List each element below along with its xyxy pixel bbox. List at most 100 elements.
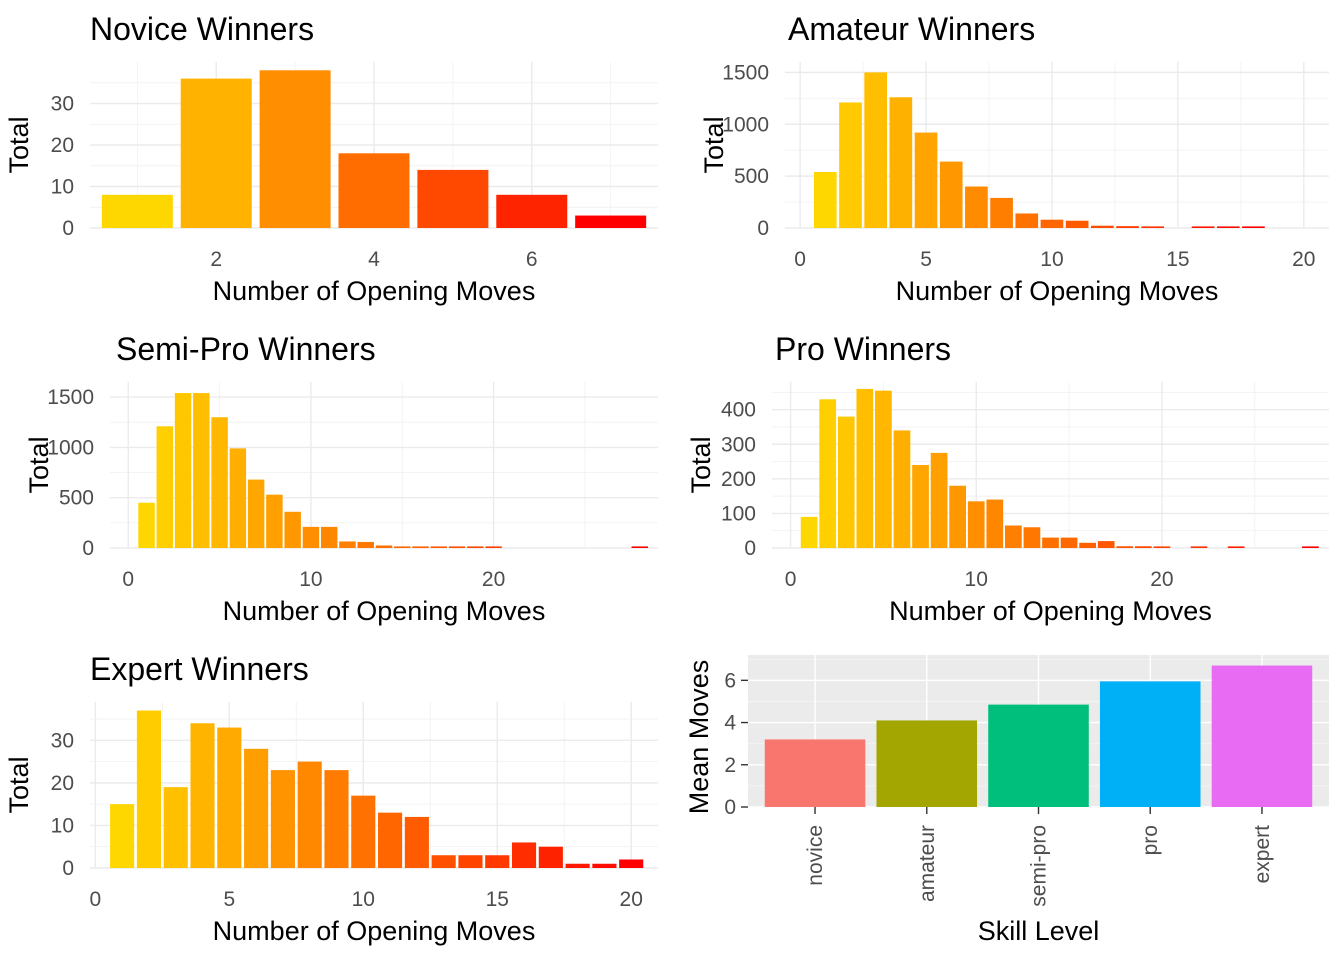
chart-title: Expert Winners [90,651,309,687]
y-tick-label: 300 [721,433,756,456]
bar-pro [1099,681,1201,807]
x-tick-label: 20 [482,568,505,591]
x-tick-label: 6 [526,248,538,271]
bar [229,448,247,548]
y-tick-label: 400 [721,399,756,422]
bar [511,842,537,868]
y-axis-title: Total [699,116,729,173]
bar [538,846,563,868]
bar [1302,546,1319,548]
bar [875,390,892,548]
chart-title: Pro Winners [775,331,951,367]
y-axis-title: Total [4,756,34,813]
bar [302,526,320,548]
bar [101,194,173,228]
bar [1216,226,1240,228]
panel-amateur: 0 5 10 15 20 0 500 1000 1500 Amateur Winners Numbe… [699,11,1329,306]
y-tick-label: 1500 [722,61,769,84]
y-axis-title: Total [686,436,716,493]
bar [990,197,1013,228]
x-tick-label: expert [1251,825,1274,884]
y-tick-label: 1000 [722,113,769,136]
bar [965,186,988,228]
bar [1190,546,1208,548]
bar [967,501,985,548]
x-tick-label: 0 [90,888,102,911]
y-tick-label: 10 [51,814,74,837]
x-tick-label: 0 [794,248,806,271]
bar [889,97,913,229]
y-tick-label: 500 [59,487,94,510]
bar [404,816,429,868]
x-tick-label: pro [1139,825,1162,855]
bar [1116,546,1134,548]
x-tick-label: 2 [210,248,222,271]
y-tick-label: 20 [51,772,74,795]
bar [1042,537,1059,548]
x-tick-label: 5 [920,248,932,271]
bar [914,132,938,228]
y-tick-label: 20 [51,134,74,157]
y-tick-label: 0 [744,537,756,560]
bar [1153,546,1171,548]
bar [211,417,228,548]
bar [244,748,269,868]
chart-title: Amateur Winners [788,11,1035,47]
bar [800,516,818,548]
bar [270,770,295,868]
y-tick-label: 1500 [47,386,94,409]
bar [297,761,322,868]
x-tick-label: semi-pro [1028,825,1051,907]
y-tick-label: 6 [724,669,736,692]
x-tick-label: 20 [1150,568,1173,591]
bar [485,546,502,548]
x-tick-label: 10 [1040,248,1063,271]
panel-expert: 0 5 10 15 20 0 10 20 30 Expert Winners Number of O… [4,651,658,946]
x-axis-title: Number of Opening Moves [213,276,536,306]
bar [1040,219,1064,228]
bar [575,215,647,228]
x-axis-title: Number of Opening Moves [213,916,536,946]
x-tick-label: 10 [965,568,988,591]
panel-mean-moves: novice amateur semi-pro pro expert 0 2 4 6 Skill … [684,655,1329,946]
bar [259,70,331,228]
bar [813,171,837,228]
x-tick-label: novice [804,825,827,886]
bar [284,511,301,548]
y-tick-label: 30 [51,93,74,116]
x-tick-label: 5 [223,888,235,911]
bar [1060,537,1078,548]
bar [247,479,265,548]
x-tick-label: 10 [299,568,322,591]
x-tick-label: 15 [486,888,509,911]
bar [1091,225,1114,228]
x-tick-label: 20 [620,888,643,911]
bar [180,78,252,228]
bar [1242,226,1265,228]
bar [417,169,489,228]
y-tick-label: 0 [757,217,769,240]
bar [324,770,349,868]
bar [864,72,887,228]
bar [412,546,429,548]
chart-title: Semi-Pro Winners [116,331,376,367]
bar [378,812,403,868]
x-tick-label: 20 [1292,248,1315,271]
bar [912,465,929,548]
bar [217,727,242,868]
y-tick-label: 0 [724,796,736,819]
x-axis-title: Number of Opening Moves [889,596,1212,626]
panel-semi-pro: 0 10 20 0 500 1000 1500 Semi-Pro Winners Number … [24,331,658,626]
bar [856,388,874,548]
y-tick-label: 200 [721,468,756,491]
bar [357,541,374,548]
bar [619,859,644,868]
bar [338,153,410,228]
bar [138,502,155,548]
bar [467,546,484,548]
bar [1065,220,1089,228]
bar [394,546,411,548]
y-tick-label: 10 [51,176,74,199]
